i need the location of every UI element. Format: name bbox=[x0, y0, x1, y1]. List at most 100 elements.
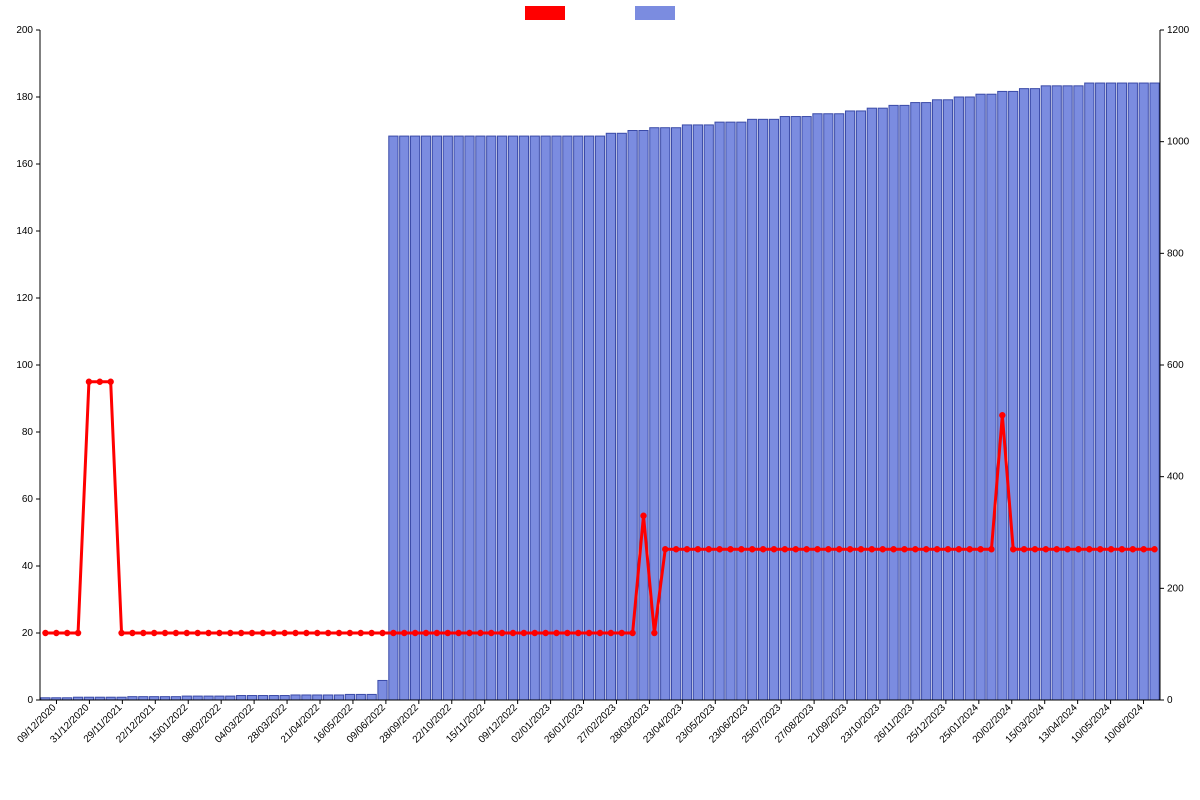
bar bbox=[150, 697, 159, 700]
bar bbox=[182, 696, 191, 700]
y-left-tick-label: 120 bbox=[16, 293, 33, 304]
y-left-tick-label: 100 bbox=[16, 360, 33, 371]
line-marker bbox=[140, 630, 146, 636]
line-marker bbox=[695, 546, 701, 552]
bar bbox=[1096, 83, 1105, 700]
line-marker bbox=[510, 630, 516, 636]
line-marker bbox=[836, 546, 842, 552]
bar bbox=[639, 131, 648, 701]
line-marker bbox=[640, 513, 646, 519]
y-right-tick-label: 1200 bbox=[1167, 25, 1190, 36]
bar bbox=[128, 697, 137, 700]
bar bbox=[606, 133, 615, 700]
line-marker bbox=[825, 546, 831, 552]
line-marker bbox=[727, 546, 733, 552]
line-marker bbox=[934, 546, 940, 552]
line-marker bbox=[379, 630, 385, 636]
line-marker bbox=[629, 630, 635, 636]
bar bbox=[1052, 86, 1061, 700]
bar bbox=[552, 136, 561, 700]
line-marker bbox=[1032, 546, 1038, 552]
bar bbox=[356, 694, 365, 700]
y-left-tick-label: 160 bbox=[16, 159, 33, 170]
line-marker bbox=[847, 546, 853, 552]
bar bbox=[215, 696, 224, 700]
line-marker bbox=[75, 630, 81, 636]
bar bbox=[498, 136, 507, 700]
y-right-tick-label: 400 bbox=[1167, 472, 1184, 483]
bar bbox=[563, 136, 572, 700]
line-marker bbox=[575, 630, 581, 636]
line-marker bbox=[1119, 546, 1125, 552]
line-marker bbox=[129, 630, 135, 636]
line-marker bbox=[42, 630, 48, 636]
y-left-tick-label: 40 bbox=[22, 561, 34, 572]
line-marker bbox=[390, 630, 396, 636]
line-marker bbox=[1043, 546, 1049, 552]
bar bbox=[911, 103, 920, 700]
line-marker bbox=[564, 630, 570, 636]
line-marker bbox=[912, 546, 918, 552]
bar bbox=[334, 695, 343, 700]
line-marker bbox=[1130, 546, 1136, 552]
bar bbox=[824, 114, 833, 700]
line-marker bbox=[249, 630, 255, 636]
line-marker bbox=[151, 630, 157, 636]
bar bbox=[878, 108, 887, 700]
bar bbox=[171, 697, 180, 700]
line-marker bbox=[597, 630, 603, 636]
line-marker bbox=[814, 546, 820, 552]
line-marker bbox=[749, 546, 755, 552]
line-marker bbox=[488, 630, 494, 636]
line-marker bbox=[901, 546, 907, 552]
line-marker bbox=[1086, 546, 1092, 552]
bar bbox=[704, 125, 713, 700]
line-marker bbox=[684, 546, 690, 552]
line-marker bbox=[1151, 546, 1157, 552]
line-marker bbox=[303, 630, 309, 636]
line-marker bbox=[238, 630, 244, 636]
bar bbox=[1074, 86, 1083, 700]
bar bbox=[748, 119, 757, 700]
line-marker bbox=[977, 546, 983, 552]
bar bbox=[998, 91, 1007, 700]
line-marker bbox=[401, 630, 407, 636]
bar bbox=[943, 100, 952, 700]
line-marker bbox=[53, 630, 59, 636]
line-marker bbox=[281, 630, 287, 636]
y-left-tick-label: 180 bbox=[16, 92, 33, 103]
bar bbox=[595, 136, 604, 700]
bar bbox=[726, 122, 735, 700]
line-marker bbox=[499, 630, 505, 636]
line-marker bbox=[358, 630, 364, 636]
line-marker bbox=[434, 630, 440, 636]
bar bbox=[476, 136, 485, 700]
line-marker bbox=[97, 379, 103, 385]
line-marker bbox=[336, 630, 342, 636]
bar bbox=[193, 696, 202, 700]
line-marker bbox=[184, 630, 190, 636]
line-marker bbox=[1108, 546, 1114, 552]
line-marker bbox=[216, 630, 222, 636]
bar bbox=[465, 136, 474, 700]
line-marker bbox=[292, 630, 298, 636]
line-marker bbox=[716, 546, 722, 552]
bar bbox=[324, 695, 333, 700]
bar bbox=[530, 136, 539, 700]
bar bbox=[258, 696, 267, 700]
bar bbox=[1085, 83, 1094, 700]
bar bbox=[976, 94, 985, 700]
line-marker bbox=[890, 546, 896, 552]
bar bbox=[987, 94, 996, 700]
bar bbox=[693, 125, 702, 700]
bar bbox=[922, 103, 931, 700]
bar bbox=[432, 136, 441, 700]
bar bbox=[758, 119, 767, 700]
y-left-tick-label: 0 bbox=[27, 695, 33, 706]
line-marker bbox=[455, 630, 461, 636]
bar bbox=[1041, 86, 1050, 700]
bar bbox=[1009, 91, 1018, 700]
bar bbox=[280, 696, 289, 700]
line-marker bbox=[118, 630, 124, 636]
line-marker bbox=[858, 546, 864, 552]
